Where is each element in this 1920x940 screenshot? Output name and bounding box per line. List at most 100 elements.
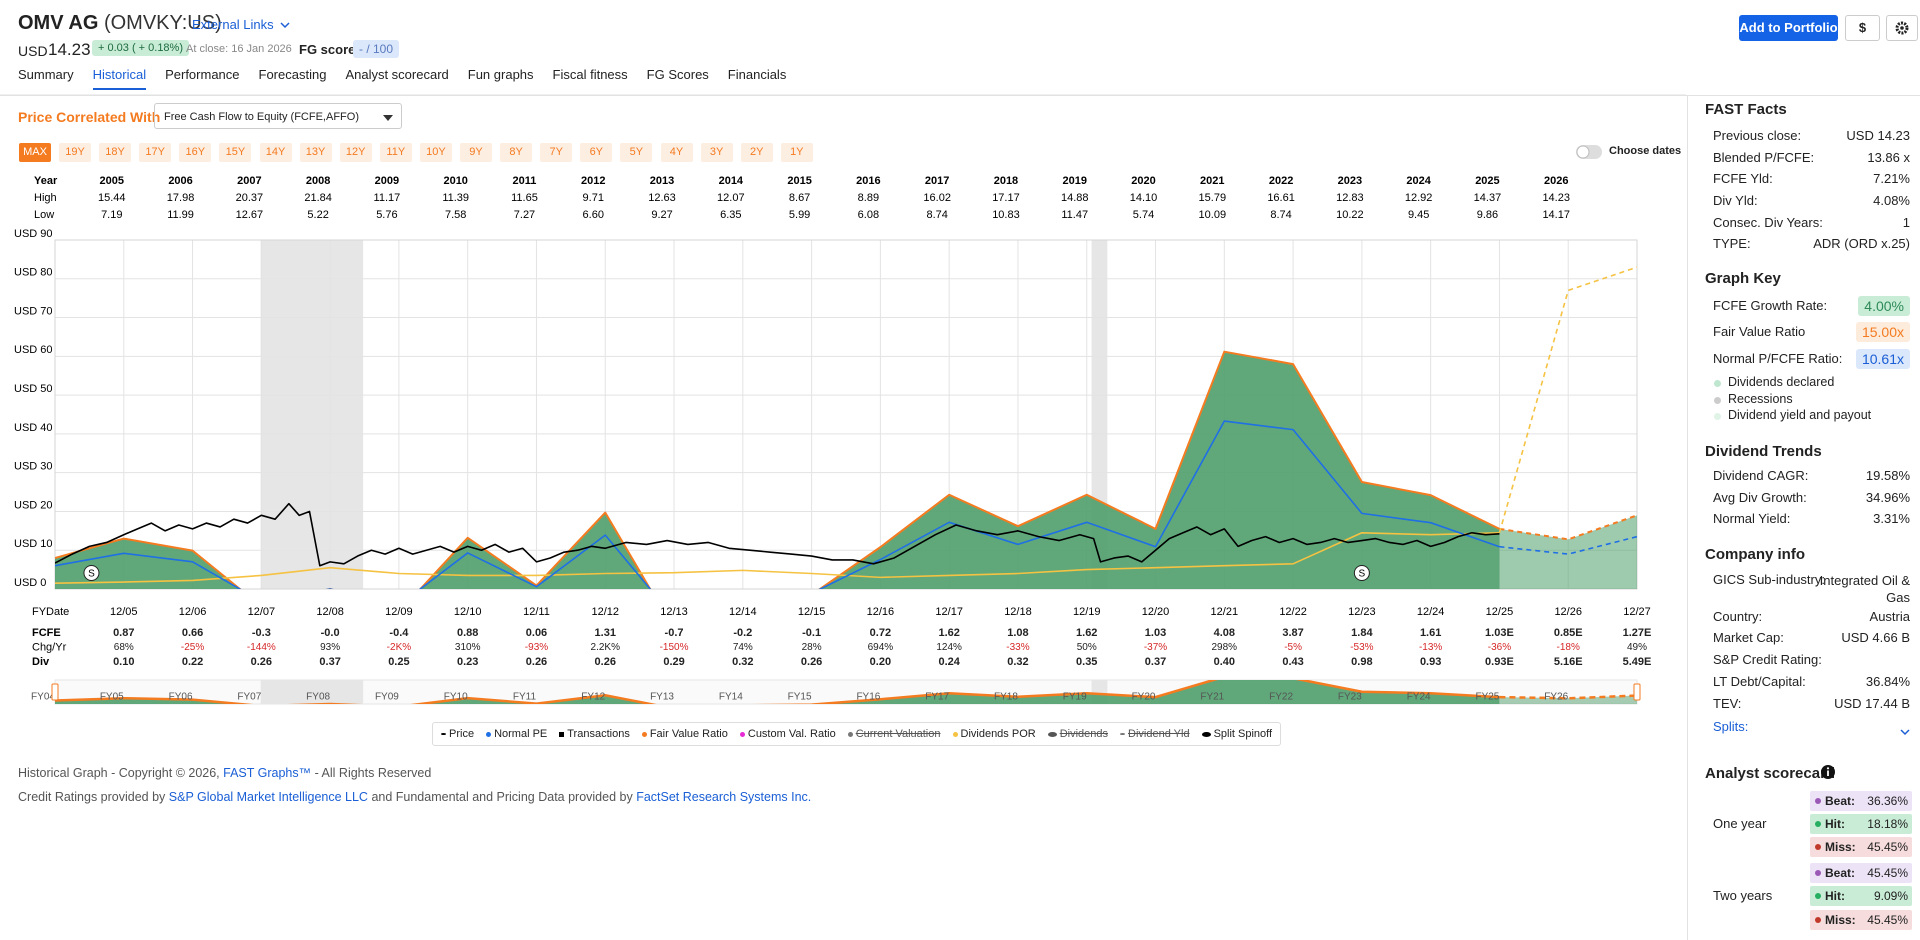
fundamentals-cell: 0.29 <box>663 656 684 668</box>
fundamentals-cell: 68% <box>114 642 134 653</box>
range-button[interactable]: 2Y <box>740 143 773 162</box>
range-button[interactable]: 10Y <box>419 143 452 162</box>
footer-link[interactable]: S&P Global Market Intelligence LLC <box>168 790 368 804</box>
tab[interactable]: FG Scores <box>646 67 709 82</box>
year-table-cell: 17.17 <box>992 192 1020 204</box>
tabs: Summary Historical Performance Forecasting A… <box>18 67 786 90</box>
fy-date-label: FYDate <box>32 606 69 618</box>
footer-link[interactable]: FAST Graphs™ <box>223 766 312 780</box>
year-table-cell: 8.74 <box>926 209 947 221</box>
navigator-label: FY22 <box>1269 692 1293 703</box>
range-button[interactable]: 3Y <box>700 143 733 162</box>
tab[interactable]: Analyst scorecard <box>345 67 449 82</box>
legend-item[interactable]: Current Valuation <box>847 728 941 740</box>
info-icon[interactable] <box>1820 764 1836 780</box>
range-button[interactable]: 12Y <box>339 143 372 162</box>
header-border <box>0 95 1920 96</box>
tab[interactable]: Performance <box>165 67 240 82</box>
year-table-cell: 6.08 <box>858 209 879 221</box>
year-table-cell: 11.65 <box>511 192 538 204</box>
currency-button[interactable]: $ <box>1845 15 1880 41</box>
legend-item[interactable]: Dividends POR <box>952 728 1036 740</box>
tab[interactable]: Historical <box>92 67 147 90</box>
range-button[interactable]: 4Y <box>660 143 693 162</box>
x-tick-label: 12/24 <box>1417 606 1445 618</box>
fundamentals-cell: 74% <box>733 642 753 653</box>
range-button[interactable]: MAX <box>19 143 51 162</box>
splits-chevron[interactable] <box>1900 723 1910 736</box>
scorecard-dot <box>1815 893 1821 899</box>
external-links[interactable]: External Links <box>192 17 290 32</box>
tab[interactable]: Fun graphs <box>467 67 534 82</box>
navigator-label: FY19 <box>1063 692 1087 703</box>
year-table-cell: 9.86 <box>1477 209 1498 221</box>
year-table-cell: 14.10 <box>1130 192 1158 204</box>
correlated-select[interactable]: Free Cash Flow to Equity (FCFE,AFFO) <box>154 103 402 129</box>
fundamentals-cell: 1.61 <box>1420 627 1441 639</box>
footer-link[interactable]: FactSet Research Systems Inc. <box>636 790 812 804</box>
legend-item[interactable]: Normal PE <box>486 728 547 740</box>
tab[interactable]: Summary <box>18 67 74 82</box>
year-table-cell: 2008 <box>306 175 330 187</box>
tab[interactable]: Fiscal fitness <box>552 67 628 82</box>
fundamentals-cell: 49% <box>1627 642 1647 653</box>
choose-dates-toggle[interactable] <box>1576 145 1602 159</box>
tab[interactable]: Financials <box>727 67 787 82</box>
year-table-row-label: Low <box>34 209 54 221</box>
range-button[interactable]: 18Y <box>99 143 132 162</box>
range-button[interactable]: 1Y <box>780 143 813 162</box>
legend-item[interactable]: Dividend Yld <box>1120 728 1190 740</box>
year-table-cell: 5.99 <box>789 209 810 221</box>
fundamentals-cell: -0.7 <box>665 627 684 639</box>
year-table-cell: 2024 <box>1406 175 1431 187</box>
year-table-cell: 10.83 <box>992 209 1020 221</box>
fundamentals-cell: -93% <box>525 642 548 653</box>
year-table-cell: 16.02 <box>923 192 951 204</box>
tab[interactable]: Forecasting <box>258 67 327 82</box>
year-table-cell: 5.74 <box>1133 209 1154 221</box>
legend-item[interactable]: Fair Value Ratio <box>641 728 728 740</box>
range-button[interactable]: 19Y <box>59 143 91 162</box>
legend-item[interactable]: Split Spinoff <box>1201 728 1272 740</box>
y-tick-label: USD 50 <box>14 383 53 395</box>
legend-item[interactable]: Dividends <box>1047 728 1108 740</box>
company-name: OMV AG <box>18 12 99 34</box>
sidebar-value: Austria <box>1869 609 1910 624</box>
year-table-row-label: High <box>34 192 57 204</box>
sidebar-value: 13.86 x <box>1867 150 1910 165</box>
range-button[interactable]: 11Y <box>379 143 412 162</box>
legend-item[interactable]: Custom Val. Ratio <box>739 728 836 740</box>
range-button[interactable]: 16Y <box>179 143 212 162</box>
navigator-label: FY11 <box>513 692 537 703</box>
navigator-label: FY25 <box>1475 692 1499 703</box>
legend-item[interactable]: Price <box>441 728 474 740</box>
add-to-portfolio[interactable]: Add to Portfolio <box>1739 15 1838 41</box>
sidebar-value: 10.61x <box>1855 349 1910 369</box>
sidebar-label: Previous close: <box>1713 128 1802 143</box>
range-button[interactable]: 7Y <box>540 143 573 162</box>
ticker: (OMVKY:US) <box>103 12 222 34</box>
navigator-area <box>55 680 1500 704</box>
range-button[interactable]: 15Y <box>219 143 252 162</box>
legend-item[interactable]: Transactions <box>559 728 630 740</box>
range-button[interactable]: 6Y <box>580 143 613 162</box>
range-button[interactable]: 13Y <box>299 143 332 162</box>
fundamentals-cell: 5.49E <box>1623 656 1652 668</box>
navigator-label: FY15 <box>788 692 812 703</box>
sidebar-title: Graph Key <box>1705 270 1781 287</box>
range-button[interactable]: 5Y <box>620 143 653 162</box>
range-button[interactable]: 14Y <box>259 143 292 162</box>
fundamentals-cell: 0.98 <box>1351 656 1372 668</box>
legend-label: Current Valuation <box>855 728 941 740</box>
year-table-cell: 2023 <box>1338 175 1362 187</box>
fundamentals-cell: 0.25 <box>388 656 409 668</box>
range-button[interactable]: 9Y <box>460 143 492 162</box>
price-correlated-label: Price Correlated With <box>18 109 161 125</box>
graph-key-dot <box>1714 397 1721 404</box>
range-button[interactable]: 17Y <box>139 143 172 162</box>
range-button[interactable]: 8Y <box>500 143 533 162</box>
settings-button[interactable] <box>1886 15 1918 41</box>
year-table-cell: 2012 <box>581 175 605 187</box>
splits-toggle[interactable]: Splits: <box>1713 719 1749 734</box>
x-tick-label: 12/16 <box>867 606 895 618</box>
